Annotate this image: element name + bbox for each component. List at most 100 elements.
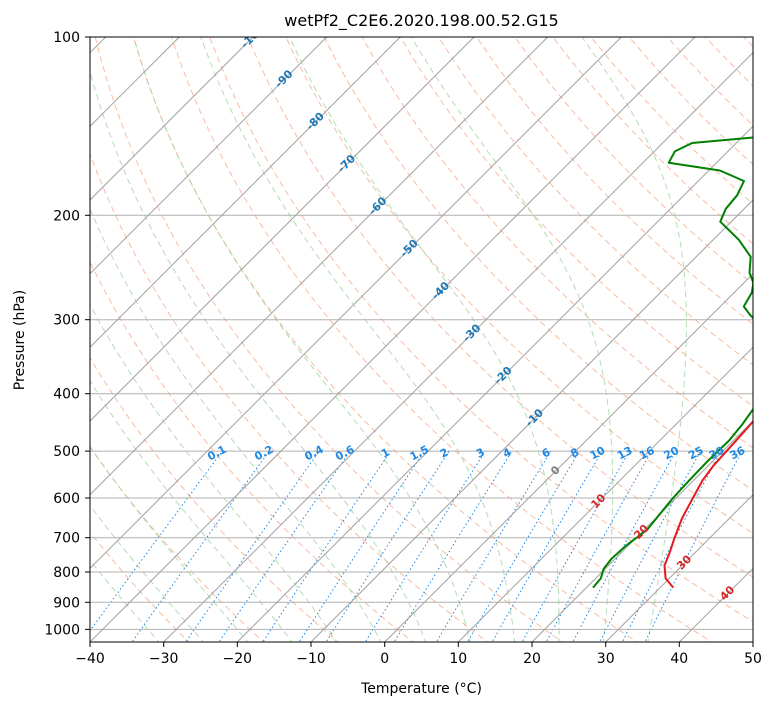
mixing-ratio-label: 0.4 (302, 443, 326, 464)
mixing-ratio-label: 10 (588, 444, 608, 463)
dry-adiabats (90, 37, 753, 642)
dewpoint-line (592, 136, 753, 589)
mixing-ratio-line (435, 450, 552, 642)
isotherm-line (605, 493, 753, 642)
x-tick-label: −30 (149, 651, 179, 667)
x-tick-label: 10 (449, 651, 467, 667)
dry-adiabat-line (361, 37, 753, 449)
mixing-ratio-label: 1.5 (408, 443, 431, 464)
x-axis-ticks: −40 −30 −20 −10 0 10 20 30 40 50 (75, 642, 762, 667)
mixing-ratio-label: 20 (662, 444, 682, 463)
mixing-ratio-label: 16 (637, 444, 657, 463)
mixing-ratio-line (325, 450, 450, 642)
isotherm-line (384, 272, 753, 642)
y-tick-label: 200 (53, 208, 80, 224)
x-tick-label: 0 (380, 651, 389, 667)
x-tick-label: −40 (75, 651, 105, 667)
mixing-ratio-label: 3 (474, 446, 487, 461)
y-tick-label: 500 (53, 444, 80, 460)
y-tick-label: 400 (53, 387, 80, 403)
y-tick-label: 300 (53, 313, 80, 329)
plot-frame (89, 36, 754, 643)
mixing-ratio-label: 0.1 (205, 443, 228, 464)
isotherm-line (457, 346, 753, 642)
mixing-ratio-label: 2 (438, 446, 451, 461)
dry-adiabat-line (132, 37, 638, 642)
dry-adiabat-line (514, 37, 753, 285)
x-tick-label: −20 (223, 651, 253, 667)
mixing-ratio-label: 30 (707, 444, 727, 463)
y-tick-label: 700 (53, 531, 80, 547)
mixing-ratio-line (218, 450, 351, 642)
mixing-ratio-line (298, 450, 425, 642)
isotherm-label: -60 (366, 194, 389, 217)
isotherm-line (90, 37, 401, 349)
moist-adiabat-line (581, 37, 687, 642)
mixing-ratio-line (644, 450, 743, 642)
dry-adiabat-line (247, 37, 753, 578)
dry-adiabat-line (437, 37, 753, 366)
mixing-ratio-label: 0.6 (333, 443, 357, 464)
dry-adiabat-line (743, 37, 753, 48)
x-tick-label: 30 (597, 651, 615, 667)
x-axis-label: Temperature (°C) (360, 681, 482, 697)
dry-adiabat-line (323, 37, 753, 491)
plot-area: 0.1 0.2 0.4 0.6 1 1.5 2 3 4 6 8 10 13 16 20 25 30 36-100-… (90, 37, 753, 642)
mixing-ratio-line (621, 450, 722, 642)
mixing-ratio-line (185, 450, 320, 642)
dry-adiabat-line (399, 37, 753, 407)
mixing-ratio-line (466, 450, 580, 642)
mixing-ratio-line (364, 450, 486, 642)
x-tick-label: −10 (296, 651, 326, 667)
mixing-ratio-line (262, 450, 392, 642)
y-axis-ticks: 100 200 300 400 500 600 700 800 900 1000 (44, 30, 90, 638)
line-labels: 0.1 0.2 0.4 0.6 1 1.5 2 3 4 6 8 10 13 16 20 25 30 36-100-… (205, 37, 748, 603)
dry-adiabat-line (552, 37, 753, 245)
dry-adiabat-line (90, 152, 489, 642)
moist-adiabat-line (90, 504, 204, 642)
moist-adiabat-line (90, 69, 427, 642)
moist-adiabats (90, 37, 687, 642)
y-tick-label: 600 (53, 491, 80, 507)
moist-adiabat-line (90, 445, 249, 642)
mixing-ratio-label: 6 (540, 445, 553, 460)
isotherm-line (90, 37, 549, 496)
isotherm-line (531, 420, 753, 642)
mixing-ratio-line (393, 450, 513, 642)
temperature-line (663, 419, 753, 589)
y-axis-label: Pressure (hPa) (12, 290, 28, 390)
dry-adiabat-line (171, 37, 713, 642)
mixing-ratio-label: 1 (379, 446, 392, 461)
pressure-gridlines (90, 37, 753, 630)
moist-adiabat-line (410, 37, 614, 642)
isotherm-line (752, 641, 753, 642)
isotherm-line (90, 37, 328, 275)
isotherm-gridlines (90, 37, 753, 642)
dry-adiabat-line (476, 37, 753, 325)
isotherm-line (310, 199, 753, 642)
x-tick-label: 20 (523, 651, 541, 667)
dry-adiabat-line (90, 260, 414, 642)
y-tick-label: 100 (53, 30, 80, 46)
dry-adiabat-line (285, 37, 753, 535)
mixing-ratio-label: 36 (728, 444, 748, 463)
dry-adiabat-line (90, 531, 190, 642)
isotherm-line (90, 37, 696, 642)
y-tick-label: 1000 (44, 622, 80, 638)
mixing-ratio-line (90, 450, 223, 632)
dry-adiabat-line (90, 446, 265, 642)
y-tick-label: 900 (53, 595, 80, 611)
chart-title: wetPf2_C2E6.2020.198.00.52.G15 (284, 11, 558, 31)
x-tick-label: 50 (744, 651, 762, 667)
y-tick-label: 800 (53, 565, 80, 581)
isotherm-line (678, 567, 753, 642)
moist-adiabat-line (133, 37, 471, 642)
mixing-ratio-label: 25 (686, 444, 706, 463)
mixing-ratio-line (572, 450, 677, 642)
isotherm-line (90, 37, 475, 422)
isotherm-line (90, 37, 622, 570)
isotherm-line (163, 51, 753, 642)
mixing-ratio-label: 13 (615, 444, 635, 463)
mixing-ratio-line (131, 450, 270, 642)
